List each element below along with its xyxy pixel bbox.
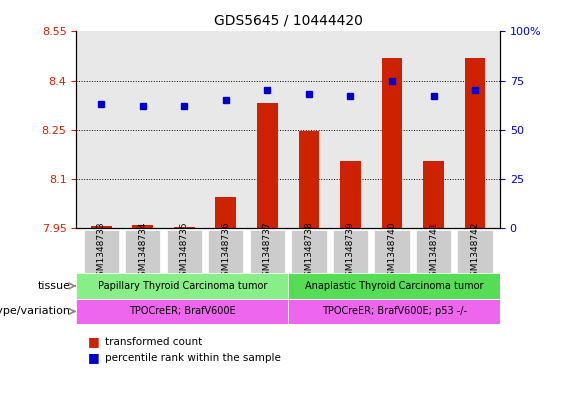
Text: GSM1348737: GSM1348737: [263, 221, 272, 282]
Text: GSM1348738: GSM1348738: [305, 221, 314, 282]
Bar: [465, 58, 485, 228]
Text: ■: ■: [88, 335, 99, 349]
Text: TPOCreER; BrafV600E; p53 -/-: TPOCreER; BrafV600E; p53 -/-: [321, 307, 467, 316]
Bar: [208, 230, 244, 273]
Text: GSM1348736: GSM1348736: [221, 221, 231, 282]
Bar: [76, 273, 288, 299]
Bar: [84, 230, 119, 273]
Bar: [167, 230, 202, 273]
Bar: [288, 273, 500, 299]
Text: GSM1348741: GSM1348741: [429, 221, 438, 282]
Bar: [333, 230, 368, 273]
Text: ■: ■: [88, 351, 99, 364]
Text: GSM1348742: GSM1348742: [471, 221, 480, 282]
Bar: [91, 226, 112, 228]
Text: transformed count: transformed count: [105, 337, 202, 347]
Text: GSM1348734: GSM1348734: [138, 221, 147, 282]
Bar: [458, 230, 493, 273]
Text: tissue: tissue: [38, 281, 71, 291]
Bar: [125, 230, 160, 273]
Bar: [416, 230, 451, 273]
Text: genotype/variation: genotype/variation: [0, 307, 71, 316]
Title: GDS5645 / 10444420: GDS5645 / 10444420: [214, 13, 363, 28]
Text: percentile rank within the sample: percentile rank within the sample: [105, 353, 280, 363]
Bar: [215, 197, 236, 228]
Bar: [340, 161, 361, 228]
Bar: [298, 131, 319, 228]
Bar: [288, 299, 500, 324]
Text: GSM1348735: GSM1348735: [180, 221, 189, 282]
Bar: [257, 103, 278, 228]
Text: TPOCreER; BrafV600E: TPOCreER; BrafV600E: [129, 307, 236, 316]
Text: GSM1348739: GSM1348739: [346, 221, 355, 282]
Bar: [423, 161, 444, 228]
Bar: [174, 227, 195, 228]
Bar: [250, 230, 285, 273]
Bar: [381, 58, 402, 228]
Text: Papillary Thyroid Carcinoma tumor: Papillary Thyroid Carcinoma tumor: [98, 281, 267, 291]
Text: GSM1348733: GSM1348733: [97, 221, 106, 282]
Text: GSM1348740: GSM1348740: [388, 221, 397, 282]
Text: Anaplastic Thyroid Carcinoma tumor: Anaplastic Thyroid Carcinoma tumor: [305, 281, 483, 291]
Bar: [375, 230, 410, 273]
Bar: [76, 299, 288, 324]
Bar: [132, 225, 153, 228]
Bar: [292, 230, 327, 273]
